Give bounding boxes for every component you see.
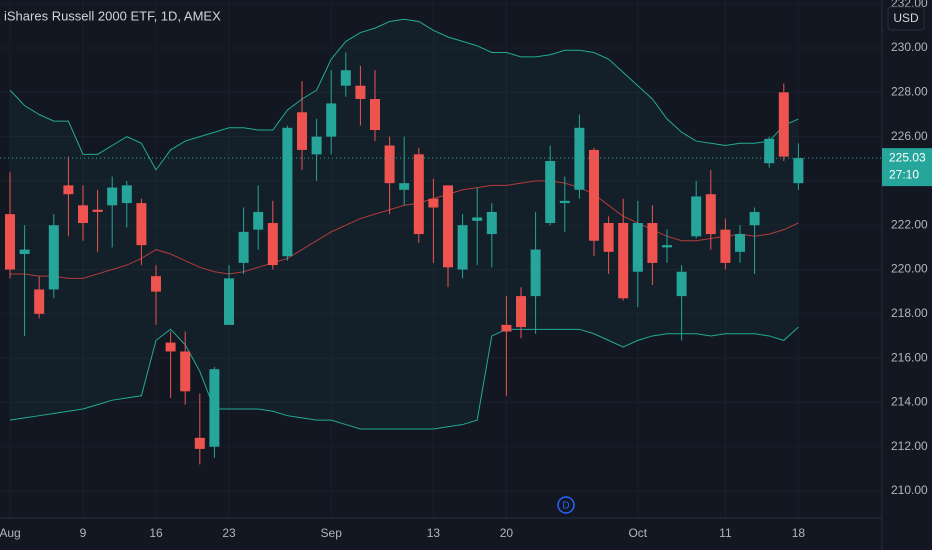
candle-body bbox=[355, 85, 366, 99]
candle-body bbox=[647, 223, 658, 263]
candle-body bbox=[764, 138, 775, 164]
x-tick-label: 11 bbox=[719, 526, 732, 540]
x-tick-label: 20 bbox=[500, 526, 514, 540]
candle-body bbox=[340, 70, 351, 86]
candle-body bbox=[428, 198, 439, 208]
upper-band bbox=[9, 18, 799, 171]
lower-band bbox=[9, 326, 799, 430]
candle-body bbox=[311, 136, 322, 155]
y-tick-label: 222.00 bbox=[891, 217, 928, 231]
candle-body bbox=[253, 211, 264, 230]
candle-body bbox=[209, 369, 220, 447]
candle-body bbox=[589, 149, 599, 241]
candle-body bbox=[282, 127, 293, 257]
candle-body bbox=[530, 249, 541, 297]
event-marker[interactable] bbox=[557, 496, 575, 514]
candle-body bbox=[48, 225, 59, 290]
y-tick-label: 214.00 bbox=[891, 395, 928, 409]
x-tick-label: Sep bbox=[321, 526, 343, 540]
candle-body bbox=[618, 223, 629, 299]
candle-body bbox=[180, 351, 191, 392]
candle-body bbox=[545, 161, 556, 224]
y-tick-label: 210.00 bbox=[891, 483, 928, 497]
y-tick-label: 220.00 bbox=[891, 262, 928, 276]
candle-body bbox=[326, 103, 337, 137]
band-fill bbox=[10, 19, 799, 429]
x-tick-label: 13 bbox=[427, 526, 441, 540]
x-tick-label: Oct bbox=[628, 526, 647, 540]
candle-body bbox=[19, 249, 30, 255]
candle-body bbox=[516, 296, 526, 328]
countdown-label: 27:10 bbox=[889, 167, 919, 181]
candle-body bbox=[121, 185, 132, 204]
last-price-label: 225.03 bbox=[889, 150, 926, 164]
y-tick-label: 228.00 bbox=[891, 85, 928, 99]
candle-body bbox=[472, 217, 483, 221]
candle-body bbox=[793, 158, 804, 184]
candle-body bbox=[574, 127, 585, 190]
candle-body bbox=[501, 324, 512, 332]
x-tick-label: 16 bbox=[149, 526, 163, 540]
currency-box[interactable] bbox=[887, 6, 925, 31]
x-tick-label: 9 bbox=[80, 526, 87, 540]
y-tick-label: 230.00 bbox=[891, 40, 928, 54]
candle-body bbox=[267, 223, 278, 266]
candle-body bbox=[662, 245, 672, 248]
candle-body bbox=[443, 185, 453, 268]
candle-body bbox=[238, 231, 249, 263]
y-tick-label: 218.00 bbox=[891, 306, 928, 320]
candle-body bbox=[559, 200, 570, 204]
event-marker-label[interactable]: D bbox=[562, 501, 569, 512]
y-tick-label: 212.00 bbox=[891, 439, 928, 453]
candle-body bbox=[63, 185, 74, 195]
candle-body bbox=[224, 278, 234, 325]
candle-body bbox=[457, 225, 468, 270]
y-tick-label: 226.00 bbox=[891, 129, 928, 143]
candle-body bbox=[705, 194, 716, 235]
candle-body bbox=[413, 154, 424, 235]
x-tick-label: Aug bbox=[0, 526, 21, 540]
candle-body bbox=[720, 229, 731, 263]
candle-body bbox=[370, 98, 380, 130]
candle-body bbox=[735, 234, 745, 252]
candle-body bbox=[194, 437, 205, 449]
candle-body bbox=[632, 223, 643, 272]
candle-body bbox=[676, 271, 687, 297]
candle-body bbox=[778, 92, 789, 157]
y-tick-label: 216.00 bbox=[891, 350, 928, 364]
y-tick-label: 232.00 bbox=[891, 0, 928, 10]
plot-area: D bbox=[0, 18, 882, 514]
candle-body bbox=[151, 276, 161, 292]
candle-body bbox=[297, 112, 307, 150]
candle-body bbox=[78, 205, 88, 224]
last-price-box bbox=[882, 148, 932, 187]
candle-body bbox=[399, 183, 410, 190]
candle-body bbox=[92, 209, 103, 212]
candle-body bbox=[603, 223, 614, 252]
currency-label[interactable]: USD bbox=[893, 11, 919, 25]
candle-body bbox=[136, 203, 147, 246]
candle-body bbox=[5, 214, 15, 270]
chart-title: iShares Russell 2000 ETF, 1D, AMEX bbox=[4, 8, 221, 23]
x-tick-label: 18 bbox=[792, 526, 806, 540]
x-tick-label: 23 bbox=[222, 526, 236, 540]
candle-body bbox=[691, 196, 702, 237]
candle-body bbox=[384, 145, 395, 184]
candle-body bbox=[107, 187, 118, 206]
candle-body bbox=[486, 211, 497, 235]
candle-body bbox=[749, 211, 760, 226]
candle-body bbox=[165, 342, 176, 352]
candle-body bbox=[34, 289, 45, 314]
